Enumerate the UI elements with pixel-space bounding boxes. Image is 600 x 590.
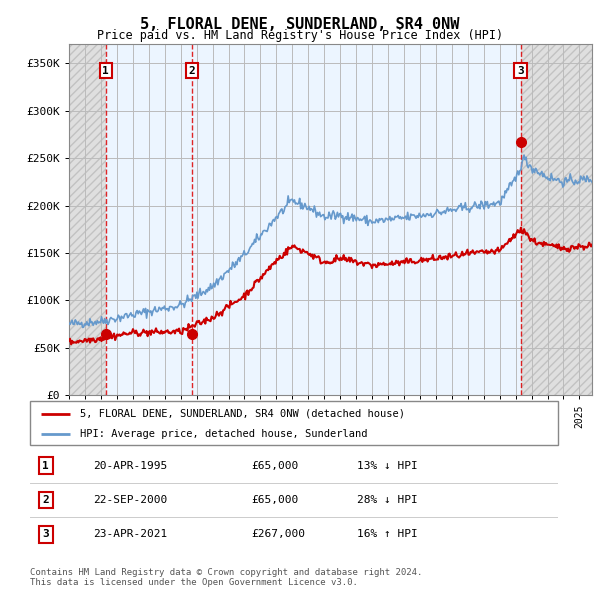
Text: 5, FLORAL DENE, SUNDERLAND, SR4 0NW (detached house): 5, FLORAL DENE, SUNDERLAND, SR4 0NW (det… (80, 409, 405, 418)
Text: 23-APR-2021: 23-APR-2021 (94, 529, 167, 539)
Text: £65,000: £65,000 (252, 461, 299, 471)
Text: 5, FLORAL DENE, SUNDERLAND, SR4 0NW: 5, FLORAL DENE, SUNDERLAND, SR4 0NW (140, 17, 460, 31)
Text: 28% ↓ HPI: 28% ↓ HPI (358, 495, 418, 505)
Text: 2: 2 (189, 65, 196, 76)
Text: 1: 1 (43, 461, 49, 471)
Text: 20-APR-1995: 20-APR-1995 (94, 461, 167, 471)
Text: 2: 2 (43, 495, 49, 505)
Bar (192, 44, 521, 395)
Text: 13% ↓ HPI: 13% ↓ HPI (358, 461, 418, 471)
Text: HPI: Average price, detached house, Sunderland: HPI: Average price, detached house, Sund… (80, 429, 368, 439)
Text: £65,000: £65,000 (252, 495, 299, 505)
Text: 3: 3 (517, 65, 524, 76)
Text: 3: 3 (43, 529, 49, 539)
Text: 16% ↑ HPI: 16% ↑ HPI (358, 529, 418, 539)
Bar (69, 44, 106, 395)
Text: Contains HM Land Registry data © Crown copyright and database right 2024.
This d: Contains HM Land Registry data © Crown c… (30, 568, 422, 587)
FancyBboxPatch shape (30, 401, 558, 445)
Bar (106, 44, 192, 395)
Bar (521, 44, 592, 395)
Text: Price paid vs. HM Land Registry's House Price Index (HPI): Price paid vs. HM Land Registry's House … (97, 30, 503, 42)
Text: 1: 1 (103, 65, 109, 76)
Text: £267,000: £267,000 (252, 529, 306, 539)
Text: 22-SEP-2000: 22-SEP-2000 (94, 495, 167, 505)
